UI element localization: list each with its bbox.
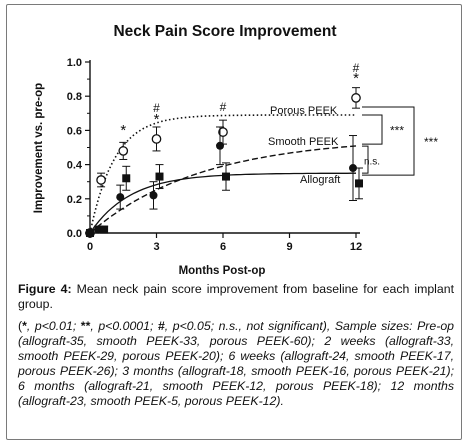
data-point-smooth-peek [349,164,357,173]
data-point-porous-peek [96,175,106,185]
x-tick-label: 3 [153,241,159,253]
significance-mark: * [154,111,160,128]
caption-text: Mean neck pain score improvement from ba… [18,282,454,311]
chart-title: Neck Pain Score Improvement [113,23,336,40]
figure-notes: (*, p<0.01; **, p<0.0001; #, p<0.05; n.s… [18,319,454,409]
bracket-label: n.s. [364,157,380,168]
sig-text-2: , p<0.0001; [90,319,158,333]
data-point-smooth-peek [149,191,158,200]
data-point-porous-peek [218,127,228,137]
x-axis-label: Months Post-op [179,265,266,277]
y-tick-label: 0.6 [67,125,82,137]
y-tick-label: 0.2 [67,194,82,206]
y-tick-label: 0.0 [67,228,82,240]
data-point-allograft [155,172,164,181]
significance-mark: # [220,100,227,114]
neck-pain-chart: Neck Pain Score Improvement Improvement … [33,23,438,277]
series-label: Porous PEEK [270,105,338,117]
data-point-allograft [100,225,109,234]
series-label: Allograft [300,174,340,186]
bracket-label: *** [424,135,438,149]
series-curve-smooth-peek [89,145,357,234]
significance-mark: * [353,70,359,87]
x-tick-label: 6 [220,241,226,253]
y-tick-label: 0.8 [67,91,82,103]
sig-hash-symbol: # [157,319,165,333]
notes-open-paren: ( [18,319,23,333]
data-point-allograft [122,174,131,183]
data-point-smooth-peek [216,141,224,150]
bracket-smooth-allograft [362,145,369,174]
x-tick-label: 12 [350,241,362,253]
data-point-porous-peek [351,93,361,103]
data-point-porous-peek [118,146,129,156]
significance-mark: # [353,61,360,75]
x-tick-label: 9 [286,241,292,253]
sig-text-1: , p<0.01; [26,319,81,333]
bracket-label: *** [390,124,404,138]
figure-frame [6,4,462,440]
y-tick-label: 0.4 [67,160,83,172]
y-axis-label: Improvement vs. pre-op [33,83,45,213]
data-point-porous-peek [151,134,162,144]
sig-double-star-symbol: ** [80,319,91,333]
figure-caption: Figure 4: Mean neck pain score improveme… [18,282,454,312]
sig-text-3: , p<0.05; n.s., not significant), Sample… [18,319,454,408]
significance-mark: # [153,101,160,115]
data-point-allograft [355,179,363,188]
data-point-allograft [222,172,230,181]
series-label: Smooth PEEK [268,136,339,148]
bracket-porous-smooth [362,114,383,145]
x-tick-label: 0 [87,241,93,253]
caption-label: Figure 4: [18,282,72,296]
data-point-smooth-peek [116,193,125,202]
bracket-porous-allograft [362,106,415,176]
sig-star-symbol: * [22,319,27,333]
data-point-allograft [86,229,94,237]
significance-mark: * [120,122,126,139]
y-tick-label: 1.0 [67,57,82,69]
